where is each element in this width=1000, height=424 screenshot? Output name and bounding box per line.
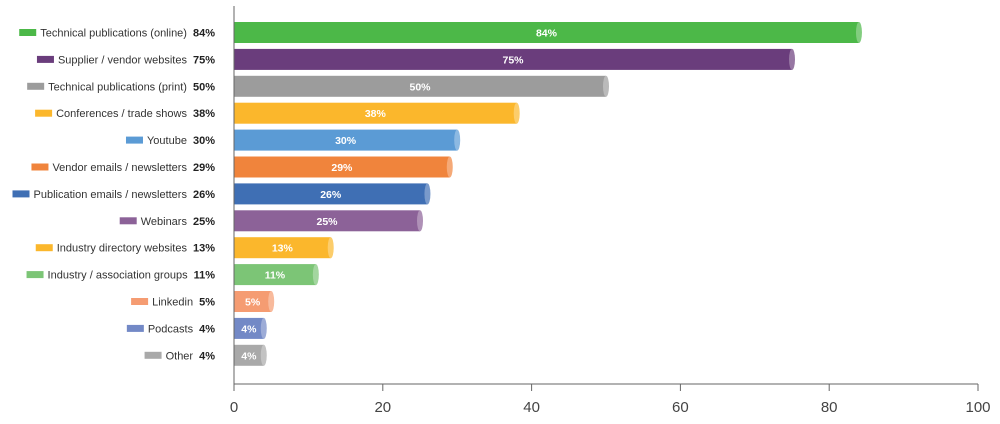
legend-value: 11% [194, 270, 216, 282]
bar-end-cap [855, 22, 862, 43]
legend-value: 5% [199, 297, 215, 309]
legend-swatch [126, 324, 144, 332]
category-label: Technical publications (print) [48, 81, 187, 93]
bar-end-cap [260, 344, 267, 366]
data-label: 4% [241, 350, 257, 362]
x-tick-label: 20 [374, 399, 391, 416]
bar [234, 237, 331, 259]
legend-swatch [35, 244, 53, 252]
bar [234, 156, 450, 178]
data-label: 84% [536, 28, 558, 40]
x-tick-label: 80 [821, 399, 838, 416]
bar-end-cap [789, 48, 795, 70]
bar [234, 291, 272, 312]
category-label: Youtube [147, 135, 187, 147]
legend-value: 84% [193, 28, 215, 40]
legend-swatch [27, 82, 45, 90]
legend-value: 29% [193, 162, 215, 174]
bar [234, 317, 264, 339]
bar [234, 102, 517, 124]
category-label: Industry / association groups [48, 270, 189, 282]
data-label: 13% [272, 243, 294, 255]
data-label: 30% [335, 135, 357, 147]
legend-swatch [125, 136, 143, 144]
bar-end-cap [446, 156, 453, 178]
bar-end-cap [603, 75, 609, 97]
bar [234, 48, 792, 70]
bar-end-cap [260, 317, 267, 339]
x-tick-label: 40 [523, 399, 540, 416]
category-label: Publication emails / newsletters [34, 189, 188, 201]
legend-value: 13% [193, 243, 215, 255]
category-label: Vendor emails / newsletters [52, 162, 187, 174]
x-tick-label: 60 [672, 399, 689, 416]
data-label: 50% [409, 81, 431, 93]
bar-end-cap [424, 183, 431, 205]
data-label: 75% [502, 54, 524, 66]
legend-value: 4% [199, 350, 215, 362]
legend-value: 38% [193, 108, 215, 120]
category-label: Podcasts [148, 323, 194, 335]
x-tick-label: 100 [965, 399, 990, 416]
legend-swatch [31, 163, 49, 171]
data-label: 29% [331, 162, 353, 174]
bar [234, 129, 458, 151]
legend-swatch [119, 217, 137, 225]
data-label: 4% [241, 323, 257, 335]
legend-value: 26% [193, 189, 215, 201]
x-tick-label: 0 [230, 399, 238, 416]
bar-end-cap [513, 102, 520, 124]
bar [234, 210, 420, 232]
category-label: Technical publications (online) [40, 28, 187, 40]
category-label: Linkedin [152, 297, 193, 309]
data-label: 38% [365, 108, 387, 120]
legend-swatch [131, 298, 149, 305]
data-label: 11% [265, 270, 286, 282]
legend-swatch [36, 55, 54, 63]
legend-swatch [19, 29, 37, 36]
data-label: 25% [316, 216, 338, 228]
bars: 84% 75% 50% 38% 30% 29% 26% 25% 13% 11% 5% 4% 4% [234, 22, 862, 366]
bar-end-cap [268, 291, 275, 312]
bar-end-cap [417, 210, 423, 232]
data-label: 26% [320, 189, 342, 201]
bar-end-cap [454, 129, 461, 151]
bar [234, 264, 316, 286]
bar [234, 344, 264, 366]
legend-value: 25% [193, 216, 215, 228]
legend-swatch [144, 351, 162, 359]
legend-swatch [26, 271, 44, 279]
bar [234, 75, 606, 97]
legend-value: 75% [193, 54, 215, 66]
bar [234, 22, 859, 43]
legend-value: 4% [199, 323, 215, 335]
legend-swatch [35, 109, 53, 117]
legend-value: 30% [193, 135, 215, 147]
category-label: Industry directory websites [57, 243, 188, 255]
category-label: Conferences / trade shows [56, 108, 187, 120]
legend-value: 50% [193, 81, 215, 93]
category-label: Supplier / vendor websites [58, 54, 188, 66]
x-axis: 0 20 40 60 80 100 [230, 6, 991, 416]
bar-end-cap [327, 237, 334, 259]
data-label: 5% [245, 297, 261, 309]
category-label: Webinars [141, 216, 188, 228]
category-label: Other [166, 350, 194, 362]
bar-end-cap [312, 264, 319, 286]
bar [234, 183, 428, 205]
legend: 84% Technical publications (online) 75% Sup… [12, 28, 216, 362]
legend-swatch [12, 190, 30, 198]
